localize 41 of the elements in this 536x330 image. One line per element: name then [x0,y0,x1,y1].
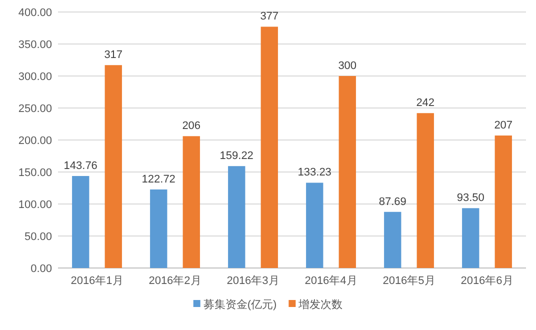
bar [384,212,402,268]
y-tick-label: 250.00 [18,103,52,115]
bar [182,136,200,268]
data-label: 133.23 [298,166,332,179]
data-label: 143.76 [64,160,98,172]
legend-label: 增发次数 [298,299,343,311]
bar [72,176,90,268]
x-tick-label: 2016年2月 [148,275,202,287]
y-tick-label: 150.00 [18,167,52,179]
data-label: 206 [182,120,201,132]
y-tick-label: 350.00 [18,39,52,51]
y-tick-label: 400.00 [18,7,52,19]
bar [306,182,324,268]
data-label: 159.22 [220,150,254,162]
bar [462,208,480,268]
data-label: 300 [338,60,357,72]
y-tick-label: 200.00 [18,135,52,147]
y-tick-label: 300.00 [18,71,52,83]
data-label: 93.50 [456,192,484,204]
data-label: 122.72 [142,173,176,186]
data-label: 87.69 [378,196,406,208]
x-tick-label: 2016年5月 [382,275,436,287]
bar [494,136,512,268]
bar [338,76,356,268]
y-tick-label: 0.00 [30,263,52,275]
bar [104,65,122,268]
x-tick-label: 2016年4月 [304,275,358,287]
x-tick-label: 2016年6月 [460,275,514,287]
data-label: 317 [104,49,123,62]
bar [228,166,246,268]
y-tick-label: 50.00 [24,231,52,243]
data-label: 207 [494,120,513,132]
x-tick-label: 2016年1月 [70,275,124,287]
data-label: 242 [416,97,435,110]
bar [260,26,278,268]
bar [150,189,168,268]
x-tick-label: 2016年3月 [226,275,280,287]
legend-label: 募集资金(亿元) [203,298,277,311]
y-tick-label: 100.00 [18,199,52,211]
bar [416,113,434,268]
data-label: 377 [260,10,279,23]
